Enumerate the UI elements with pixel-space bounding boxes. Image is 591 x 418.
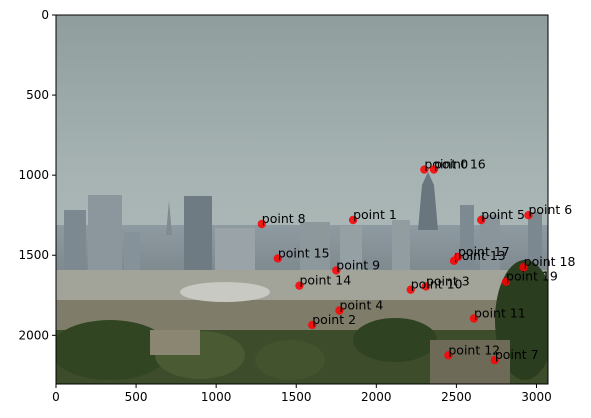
y-axis: 0 500 1000 1500 2000 [18, 8, 56, 342]
x-tick-label: 1000 [201, 390, 232, 404]
scatter-point [257, 219, 267, 229]
point-label: point 3 [426, 273, 470, 288]
point-label: point 17 [458, 244, 510, 259]
scatter-point [273, 254, 283, 263]
point-label: point 14 [299, 273, 351, 288]
y-tick-label: 1500 [18, 248, 49, 262]
scatter-point [348, 215, 358, 225]
point-label: point 16 [434, 157, 486, 172]
point-label: point 19 [506, 269, 558, 284]
point-label: point 11 [474, 305, 526, 320]
scatter-point [469, 314, 479, 323]
point-label: point 10 [411, 277, 463, 292]
x-tick-label: 3000 [521, 390, 552, 404]
x-axis: 0 500 1000 1500 2000 2500 3000 [52, 384, 552, 404]
scatter-point [332, 266, 341, 275]
x-tick-label: 0 [52, 390, 60, 404]
point-label: point 2 [312, 312, 356, 327]
background-photo [56, 15, 548, 384]
plot-frame [55, 14, 549, 385]
point-label: point 4 [339, 297, 383, 312]
x-tick-label: 2000 [361, 390, 392, 404]
point-label: point 9 [336, 257, 380, 272]
scatter-point [295, 281, 304, 290]
scatter-point [421, 282, 431, 291]
scatter-point [420, 165, 429, 174]
scatter-point [477, 215, 486, 225]
scatter-point [406, 285, 415, 294]
scatter-point [335, 306, 344, 315]
point-label: point 5 [481, 207, 525, 222]
point-label: point 1 [353, 207, 397, 222]
y-tick-label: 0 [41, 8, 49, 22]
point-label: point 8 [262, 211, 306, 226]
scatter-point [444, 351, 453, 360]
y-tick-label: 500 [26, 88, 49, 102]
scatter-point [429, 165, 439, 174]
point-label: point 18 [524, 254, 576, 269]
scatter-point [453, 252, 463, 262]
x-tick-label: 2500 [441, 390, 472, 404]
y-tick-label: 2000 [18, 328, 49, 342]
scatter-point [490, 355, 500, 365]
scatter-point [519, 263, 528, 272]
scatter-point [501, 277, 511, 286]
x-tick-label: 1500 [281, 390, 312, 404]
point-label: point 6 [528, 202, 572, 217]
point-label: point 12 [448, 342, 500, 357]
point-label: point 7 [495, 347, 539, 362]
x-tick-label: 500 [125, 390, 148, 404]
scatter-point [524, 210, 533, 220]
y-tick-label: 1000 [18, 168, 49, 182]
scatter-point [308, 320, 317, 330]
point-label: point 13 [454, 248, 506, 263]
point-label: point 15 [278, 245, 330, 260]
